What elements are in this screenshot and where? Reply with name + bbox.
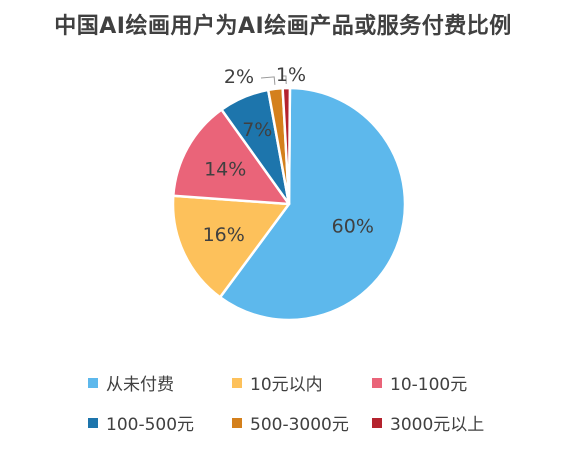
data-label-4: 7% xyxy=(242,119,272,141)
legend-label-1: 从未付费 xyxy=(106,375,174,395)
legend-item-4: 100-500元 xyxy=(88,410,194,435)
legend-item-5: 500-3000元 xyxy=(232,410,349,435)
leader-line-5 xyxy=(260,76,276,85)
legend-label-2: 10元以内 xyxy=(250,375,323,395)
legend-label-3: 10-100元 xyxy=(390,375,468,395)
chart-title: 中国AI绘画用户为AI绘画产品或服务付费比例 xyxy=(54,14,512,39)
legend-swatch-2 xyxy=(232,377,242,388)
pie-slice-1 xyxy=(218,86,407,322)
pie-slice-3 xyxy=(172,108,291,206)
legend-item-1: 从未付费 xyxy=(88,370,174,395)
legend-item-2: 10元以内 xyxy=(232,370,323,395)
legend-label-6: 3000元以上 xyxy=(390,415,485,435)
legend-item-6: 3000元以上 xyxy=(372,410,484,435)
pie-slice-2 xyxy=(171,194,291,299)
data-label-3: 14% xyxy=(204,158,246,180)
pie-slice-6 xyxy=(281,86,292,206)
legend-swatch-4 xyxy=(88,417,98,428)
data-label-2: 16% xyxy=(203,224,245,246)
legend-swatch-3 xyxy=(372,377,382,388)
data-label-6: 1% xyxy=(276,64,306,86)
pie-chart: 60% 16% 14% 7% 2% 1% xyxy=(171,64,407,322)
legend-item-3: 10-100元 xyxy=(372,370,467,395)
data-label-5: 2% xyxy=(224,66,254,88)
data-label-1: 60% xyxy=(332,215,374,237)
leader-line-6 xyxy=(283,75,287,85)
legend-swatch-5 xyxy=(232,417,242,428)
legend-label-4: 100-500元 xyxy=(106,415,195,435)
legend-swatch-1 xyxy=(88,377,98,388)
chart-legend: 从未付费 10元以内 10-100元 100-500元 500-3000元 3000元以上 xyxy=(0,360,566,446)
legend-swatch-6 xyxy=(372,417,382,428)
legend-label-5: 500-3000元 xyxy=(250,415,349,435)
